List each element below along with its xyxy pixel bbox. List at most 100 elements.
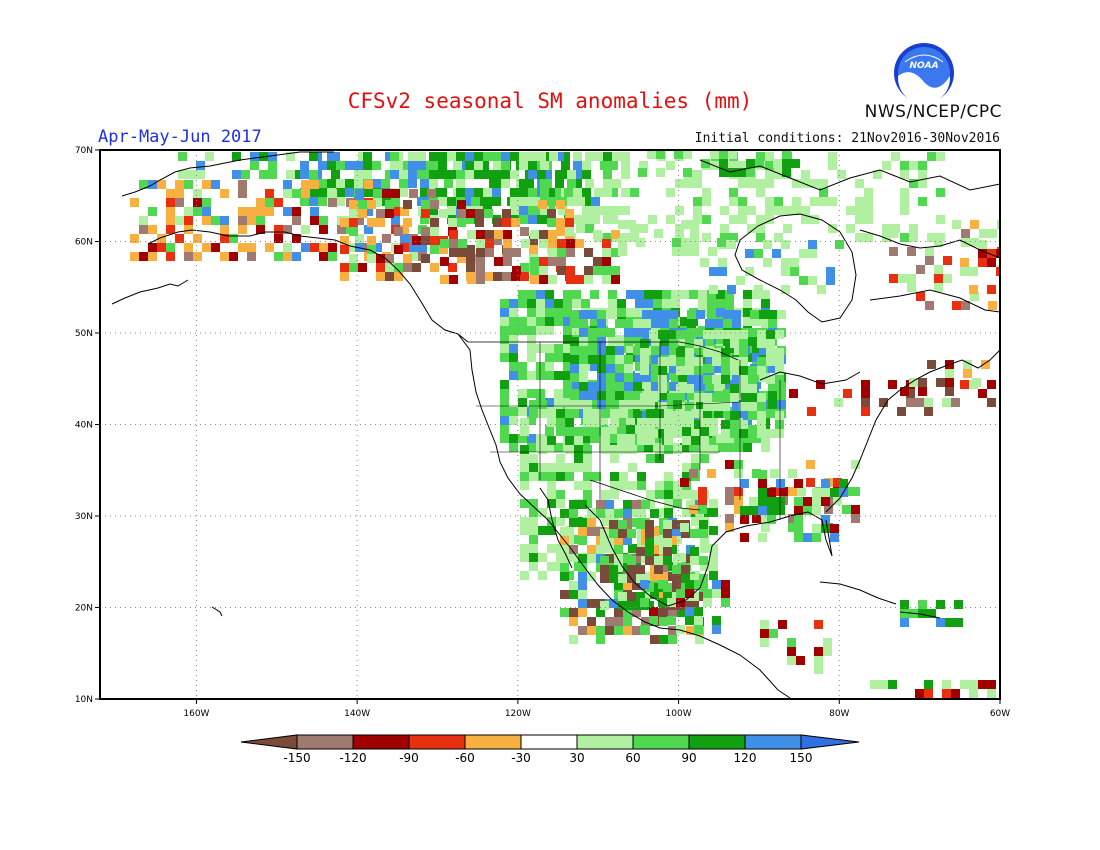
anomaly-cell: [654, 229, 663, 238]
anomaly-cell: [747, 206, 756, 215]
anomaly-cell: [815, 496, 824, 505]
anomaly-cell: [581, 434, 590, 443]
anomaly-cell: [942, 398, 951, 407]
anomaly-cell: [561, 161, 570, 170]
anomaly-cell: [760, 638, 769, 647]
anomaly-cell: [554, 398, 563, 407]
anomaly-cell: [565, 544, 574, 553]
anomaly-cell: [646, 409, 655, 418]
anomaly-cell: [627, 529, 636, 538]
anomaly-cell: [680, 371, 689, 380]
anomaly-cell: [601, 490, 610, 499]
anomaly-cell: [555, 197, 564, 206]
anomaly-cell: [705, 319, 714, 328]
anomaly-cell: [556, 254, 565, 263]
anomaly-cell: [572, 407, 581, 416]
anomaly-cell: [565, 526, 574, 535]
anomaly-cell: [672, 238, 681, 247]
anomaly-cell: [765, 179, 774, 188]
anomaly-cell: [732, 373, 741, 382]
anomaly-cell: [662, 299, 671, 308]
anomaly-cell: [732, 310, 741, 319]
anomaly-cell: [664, 481, 673, 490]
anomaly-cell: [732, 382, 741, 391]
anomaly-cell: [767, 506, 776, 515]
anomaly-cell: [456, 179, 465, 188]
anomaly-cell: [590, 398, 599, 407]
anomaly-cell: [579, 346, 588, 355]
anomaly-cell: [485, 248, 494, 257]
anomaly-cell: [694, 625, 703, 634]
anomaly-cell: [732, 409, 741, 418]
anomaly-cell: [564, 215, 573, 224]
anomaly-cell: [690, 238, 699, 247]
anomaly-cell: [721, 366, 730, 375]
anomaly-cell: [695, 635, 704, 644]
anomaly-cell: [376, 263, 385, 272]
anomaly-cell: [429, 206, 438, 215]
anomaly-cell: [600, 152, 609, 161]
anomaly-cell: [462, 161, 471, 170]
anomaly-cell: [781, 285, 790, 294]
anomaly-cell: [492, 179, 501, 188]
legend-label: -60: [455, 751, 475, 765]
anomaly-cell: [220, 225, 229, 234]
anomaly-cell: [475, 161, 484, 170]
anomaly-cell: [175, 216, 184, 225]
anomaly-cell: [509, 407, 518, 416]
anomaly-cell: [644, 371, 653, 380]
anomaly-cell: [166, 225, 175, 234]
anomaly-cell: [714, 382, 723, 391]
anomaly-cell: [775, 429, 784, 438]
anomaly-cell: [582, 188, 591, 197]
anomaly-cell: [739, 402, 748, 411]
anomaly-cell: [554, 317, 563, 326]
anomaly-cell: [909, 378, 918, 387]
anomaly-cell: [555, 152, 564, 161]
anomaly-cell: [615, 319, 624, 328]
anomaly-cell: [781, 267, 790, 276]
anomaly-cell: [750, 337, 759, 346]
anomaly-cell: [730, 339, 739, 348]
anomaly-cell: [814, 647, 823, 656]
anomaly-cell: [576, 224, 585, 233]
anomaly-cell: [548, 257, 557, 266]
anomaly-cell: [229, 234, 238, 243]
anomaly-cell: [833, 496, 842, 505]
anomaly-cell: [777, 400, 786, 409]
anomaly-cell: [130, 252, 139, 261]
anomaly-cell: [584, 266, 593, 275]
anomaly-cell: [778, 620, 787, 629]
anomaly-cell: [698, 290, 707, 299]
anomaly-cell: [175, 234, 184, 243]
anomaly-cell: [758, 488, 767, 497]
anomaly-cell: [659, 536, 668, 545]
anomaly-cell: [462, 188, 471, 197]
anomaly-cell: [581, 380, 590, 389]
anomaly-cell: [367, 200, 376, 209]
anomaly-cell: [716, 335, 725, 344]
anomaly-cell: [617, 299, 626, 308]
anomaly-cell: [148, 225, 157, 234]
anomaly-cell: [653, 362, 662, 371]
anomaly-cell: [774, 170, 783, 179]
anomaly-cell: [621, 188, 630, 197]
anomaly-cell: [792, 206, 801, 215]
anomaly-cell: [646, 427, 655, 436]
anomaly-cell: [610, 526, 619, 535]
anomaly-cell: [391, 243, 400, 252]
anomaly-cell: [693, 206, 702, 215]
anomaly-cell: [381, 197, 390, 206]
anomaly-cell: [619, 472, 628, 481]
anomaly-cell: [608, 353, 617, 362]
anomaly-cell: [864, 188, 873, 197]
anomaly-cell: [409, 243, 418, 252]
anomaly-cell: [391, 189, 400, 198]
anomaly-cell: [385, 254, 394, 263]
anomaly-cell: [834, 398, 843, 407]
anomaly-cell: [581, 326, 590, 335]
anomaly-cell: [429, 161, 438, 170]
anomaly-cell: [596, 545, 605, 554]
anomaly-cell: [554, 389, 563, 398]
anomaly-cell: [528, 161, 537, 170]
